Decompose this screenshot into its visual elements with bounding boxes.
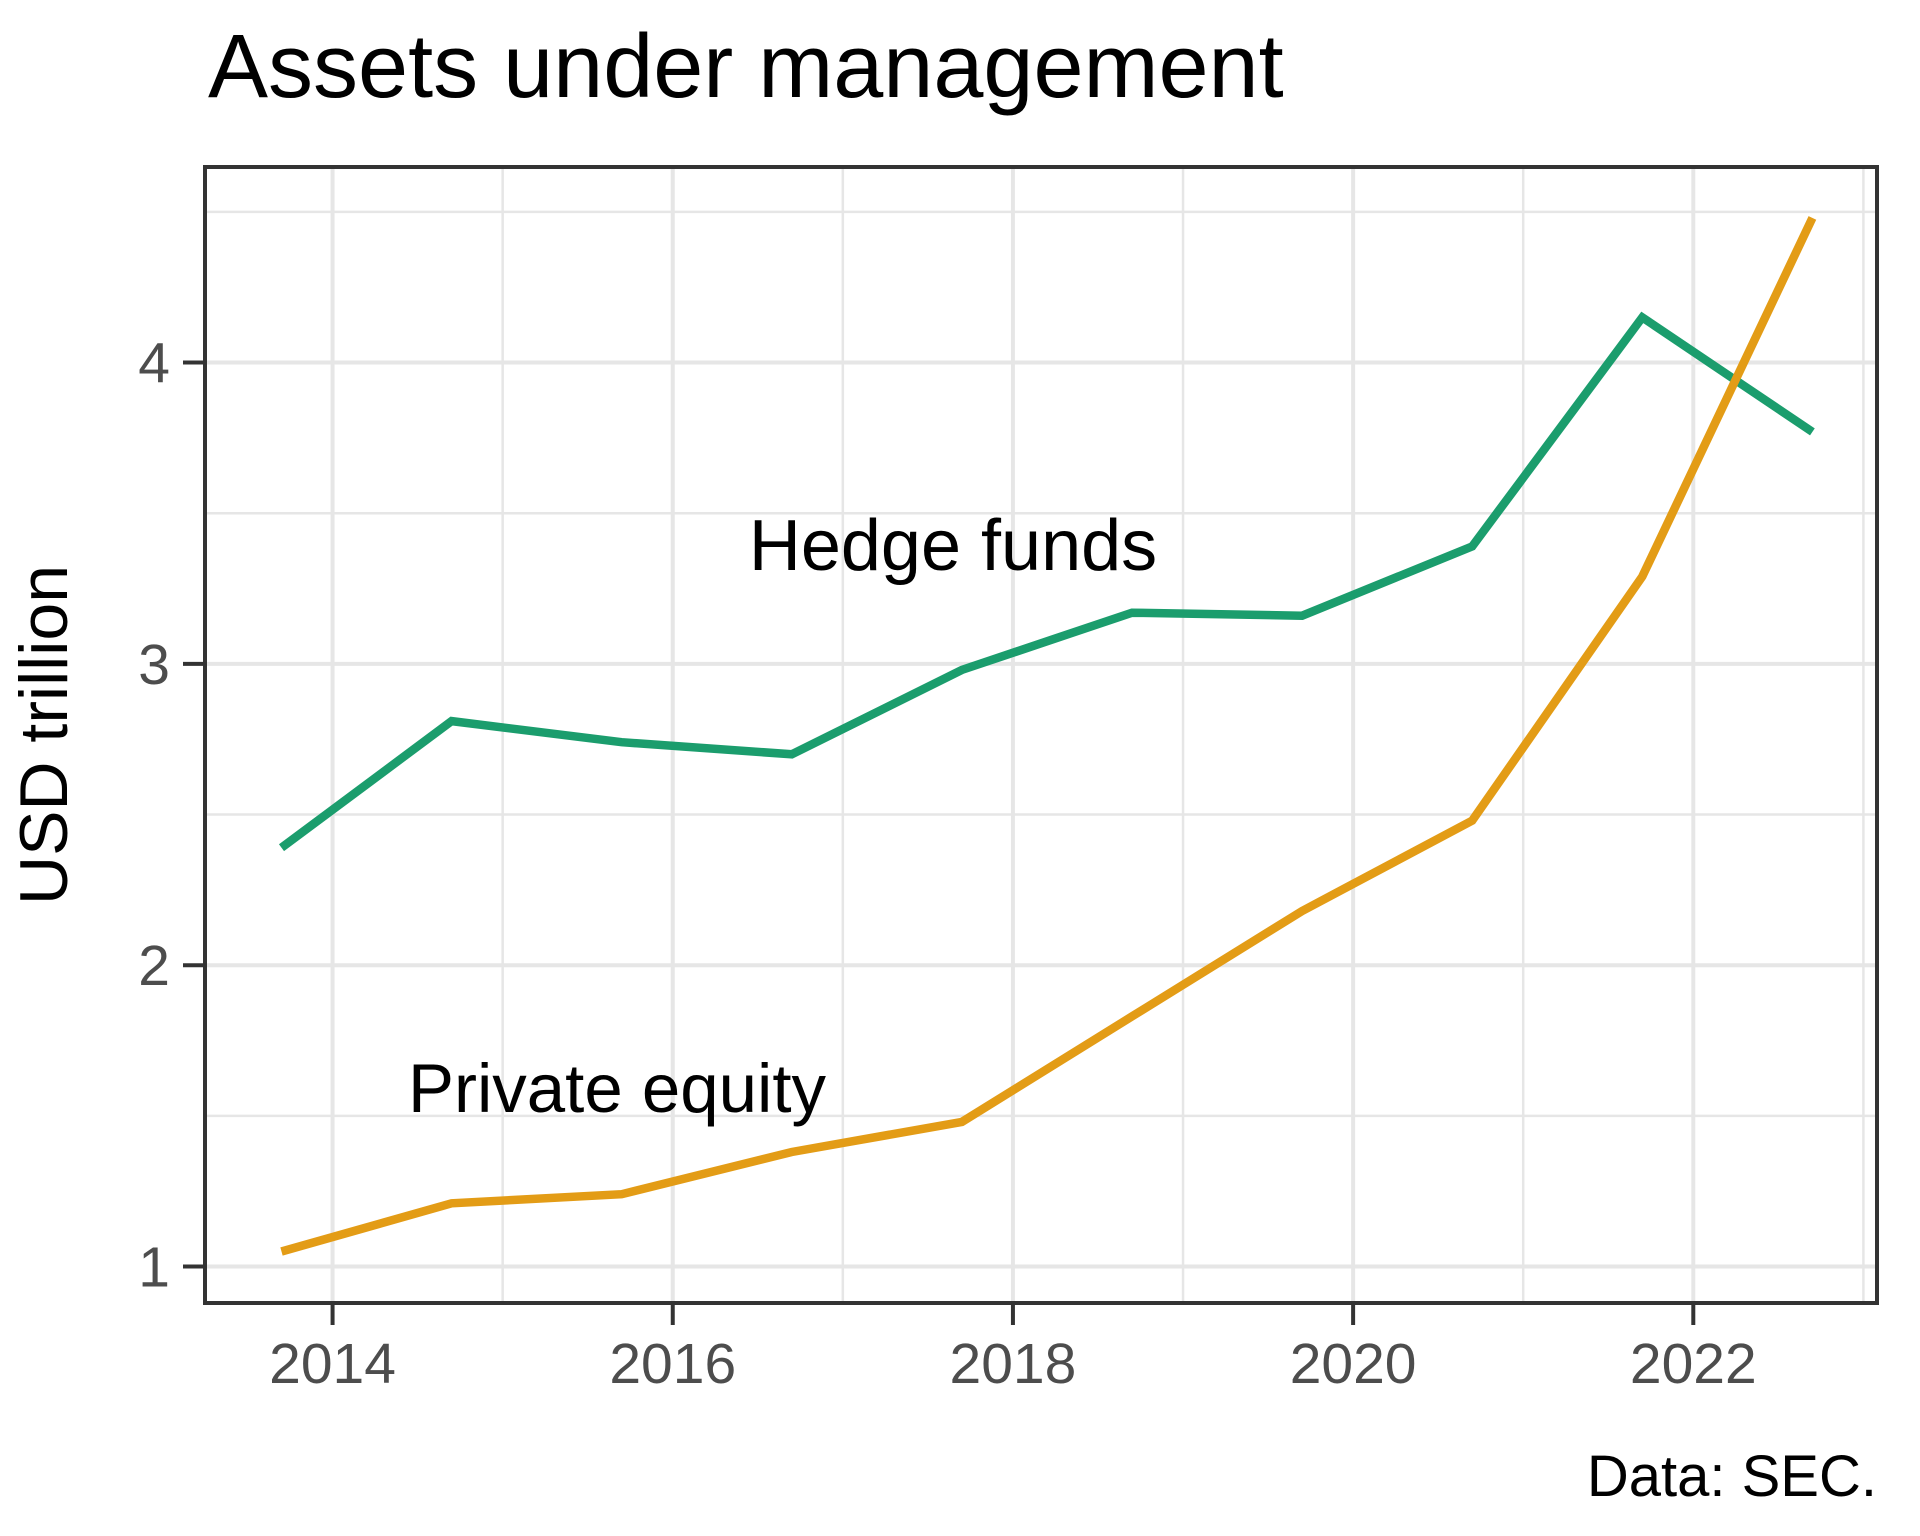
chart-title: Assets under management [208,17,1284,117]
gridlines-major [205,167,1877,1303]
y-tick-label: 4 [138,332,170,396]
caption: Data: SEC. [1587,1444,1877,1509]
x-tick-label: 2020 [1290,1332,1417,1396]
gridlines-minor [205,167,1877,1303]
y-tick-label: 3 [138,633,170,697]
y-axis-title: USD trillion [6,565,82,905]
x-tick-label: 2018 [950,1332,1077,1396]
hedge-funds-label: Hedge funds [749,506,1157,586]
x-tick-label: 2014 [269,1332,396,1396]
axis-ticks [183,360,1696,1325]
x-tick-label: 2016 [609,1332,736,1396]
series-lines [278,216,1817,1256]
y-tick-label: 2 [138,934,170,998]
series-line-hedge-funds [278,311,1815,852]
x-tick-label: 2022 [1630,1332,1757,1396]
axis-tick-labels: 1 2 3 4 2014 2016 2018 2020 2022 [138,332,1756,1396]
plot-panel-border [203,165,1879,1305]
series-line-private-equity [280,216,1817,1256]
y-tick-label: 1 [138,1236,170,1300]
private-equity-label: Private equity [408,1050,827,1127]
